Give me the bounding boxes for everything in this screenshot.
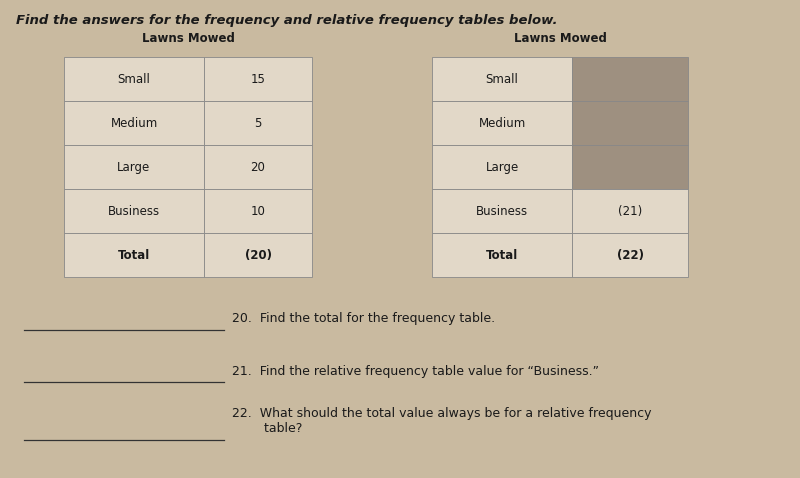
Text: 15: 15 [250,73,266,86]
FancyBboxPatch shape [204,101,312,145]
FancyBboxPatch shape [572,101,688,145]
Text: 5: 5 [254,117,262,130]
Text: Find the answers for the frequency and relative frequency tables below.: Find the answers for the frequency and r… [16,14,558,27]
FancyBboxPatch shape [572,233,688,277]
Text: Total: Total [486,249,518,262]
FancyBboxPatch shape [572,145,688,189]
FancyBboxPatch shape [204,145,312,189]
Text: Lawns Mowed: Lawns Mowed [142,33,234,45]
FancyBboxPatch shape [572,189,688,233]
FancyBboxPatch shape [432,145,572,189]
Text: Small: Small [486,73,518,86]
FancyBboxPatch shape [432,101,572,145]
Text: Large: Large [486,161,518,174]
FancyBboxPatch shape [64,57,204,101]
FancyBboxPatch shape [432,189,572,233]
Text: Lawns Mowed: Lawns Mowed [514,33,606,45]
FancyBboxPatch shape [572,57,688,101]
Text: 21.  Find the relative frequency table value for “Business.”: 21. Find the relative frequency table va… [232,365,599,378]
Text: Total: Total [118,249,150,262]
FancyBboxPatch shape [64,233,204,277]
FancyBboxPatch shape [64,145,204,189]
FancyBboxPatch shape [64,101,204,145]
Text: Business: Business [476,205,528,218]
Text: 20: 20 [250,161,266,174]
Text: (20): (20) [245,249,271,262]
FancyBboxPatch shape [432,233,572,277]
Text: 10: 10 [250,205,266,218]
Text: (22): (22) [617,249,643,262]
Text: Medium: Medium [478,117,526,130]
FancyBboxPatch shape [204,189,312,233]
Text: Small: Small [118,73,150,86]
FancyBboxPatch shape [204,233,312,277]
FancyBboxPatch shape [432,57,572,101]
FancyBboxPatch shape [204,57,312,101]
Text: Large: Large [118,161,150,174]
Text: (21): (21) [618,205,642,218]
Text: Business: Business [108,205,160,218]
Text: 20.  Find the total for the frequency table.: 20. Find the total for the frequency tab… [232,312,495,325]
FancyBboxPatch shape [64,189,204,233]
Text: Medium: Medium [110,117,158,130]
Text: 22.  What should the total value always be for a relative frequency
        tabl: 22. What should the total value always b… [232,407,651,435]
